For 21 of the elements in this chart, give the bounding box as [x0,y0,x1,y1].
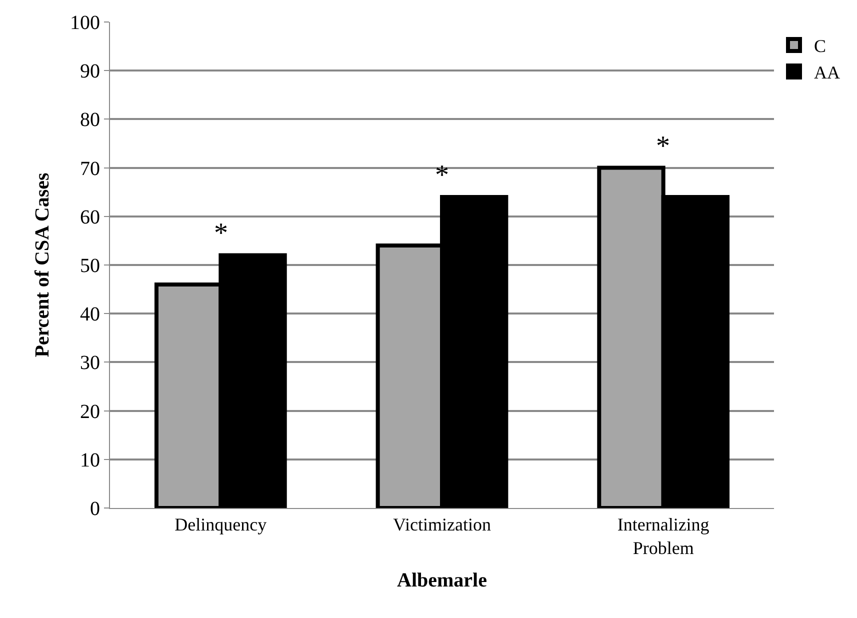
annotation: * [656,131,670,162]
y-tick-label: 90 [80,60,100,83]
x-tick-label: Delinquency [174,514,267,535]
x-axis-title: Albemarle [397,570,488,592]
annotation: * [214,218,228,249]
legend-label: AA [814,62,840,82]
y-tick-label: 80 [80,109,100,132]
y-tick-label: 100 [70,12,100,34]
y-axis-title: Percent of CSA Cases [32,172,54,358]
y-tick-label: 10 [80,449,100,472]
x-tick-label: Internalizing Problem [617,514,710,558]
y-tick-label: 50 [80,255,100,277]
annotation: * [435,160,449,191]
legend-label: C [814,36,826,56]
x-tick-label: Victimization [393,514,491,535]
y-tick-label: 60 [80,206,100,228]
y-tick-label: 40 [80,304,100,326]
y-tick-label: 20 [80,400,100,423]
y-tick-label: 0 [90,498,100,520]
y-tick-label: 70 [80,158,100,180]
y-tick-label: 30 [80,352,100,374]
